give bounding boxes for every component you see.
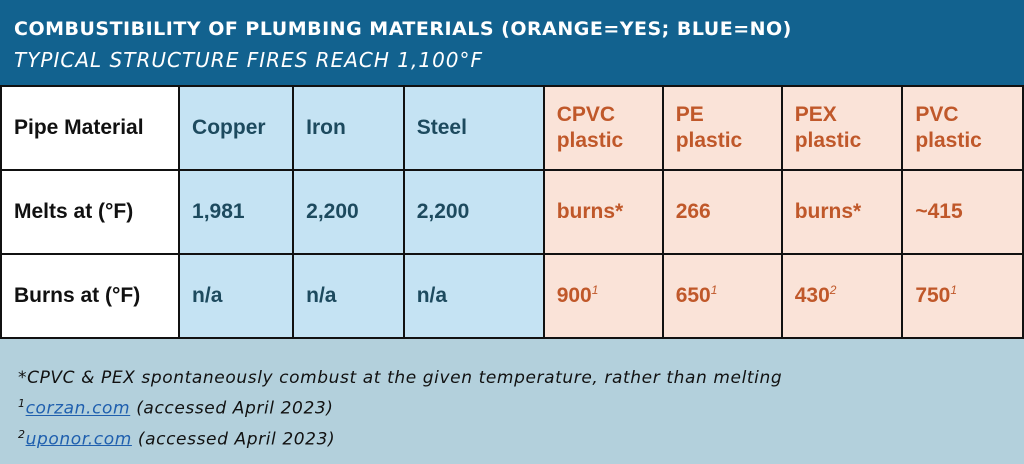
header-banner: COMBUSTIBILITY OF PLUMBING MATERIALS (OR… [0, 0, 1024, 85]
table-row-melts-at: Melts at (°F) 1,981 2,200 2,200 burns* 266 bu… [0, 169, 1024, 255]
material-name: CPVC [556, 102, 616, 126]
burns-at-cell: 6501 [661, 253, 783, 339]
row-label: Melts at (°F) [0, 169, 181, 255]
material-name: Iron [306, 115, 346, 139]
corzan-link[interactable]: corzan.com [25, 398, 131, 419]
footnote-text: (accessed April 2023) [131, 429, 336, 450]
melts-at-cell: 266 [661, 169, 783, 255]
burns-at-value: n/a [192, 283, 223, 307]
reference-superscript: 1 [591, 282, 599, 297]
reference-superscript: 2 [829, 282, 837, 297]
melts-at-cell: burns* [780, 169, 904, 255]
melts-at-cell: 2,200 [402, 169, 545, 255]
burns-at-value: 430 [794, 283, 830, 307]
material-header-cell: Iron [292, 85, 405, 171]
table-row-burns-at: Burns at (°F) n/a n/a n/a 9001 6501 4302 7501 [0, 253, 1024, 339]
burns-at-cell: n/a [178, 253, 295, 339]
footnotes: *CPVC & PEX spontaneously combust at the… [18, 366, 782, 452]
materials-table: Pipe Material Copper Iron Steel CPVC plastic… [0, 85, 1024, 339]
burns-at-cell: n/a [292, 253, 405, 339]
burns-at-value: 900 [556, 283, 592, 307]
melts-at-cell: burns* [542, 169, 664, 255]
material-name: PVC [915, 102, 959, 126]
material-header-cell: PEX plastic [780, 85, 904, 171]
footnote-text: (accessed April 2023) [130, 398, 334, 419]
row-label: Burns at (°F) [0, 253, 181, 339]
material-name: PE [675, 102, 704, 126]
reference-superscript: 1 [710, 282, 718, 297]
row-label: Pipe Material [0, 85, 181, 171]
uponor-link[interactable]: uponor.com [25, 429, 132, 450]
footnote-number: 2 [18, 427, 26, 441]
material-name: PEX [794, 102, 837, 126]
material-header-cell: Steel [402, 85, 545, 171]
burns-at-value: 750 [915, 283, 951, 307]
material-name-line2: plastic [675, 129, 743, 152]
burns-at-cell: 7501 [901, 253, 1024, 339]
burns-at-value: 650 [675, 283, 711, 307]
material-header-cell: PE plastic [661, 85, 783, 171]
burns-at-cell: 4302 [780, 253, 904, 339]
page-subtitle: TYPICAL STRUCTURE FIRES REACH 1,100°F [14, 48, 484, 72]
burns-at-value: n/a [306, 283, 337, 307]
reference-superscript: 1 [950, 282, 958, 297]
footnote-number: 1 [18, 397, 26, 410]
material-header-cell: PVC plastic [901, 85, 1024, 171]
footnote-2: 2uponor.com (accessed April 2023) [18, 422, 782, 453]
footnote-1: 1corzan.com (accessed April 2023) [18, 391, 782, 422]
material-name: Copper [192, 115, 266, 139]
melts-at-cell: 2,200 [292, 169, 405, 255]
page-title: COMBUSTIBILITY OF PLUMBING MATERIALS (OR… [14, 18, 792, 40]
melts-at-cell: 1,981 [178, 169, 295, 255]
material-header-cell: Copper [178, 85, 295, 171]
material-name-line2: plastic [556, 129, 624, 152]
burns-at-value: n/a [416, 283, 448, 307]
material-name: Steel [416, 115, 467, 139]
material-header-cell: CPVC plastic [542, 85, 664, 171]
material-name-line2: plastic [794, 129, 862, 152]
footnote-asterisk: *CPVC & PEX spontaneously combust at the… [18, 368, 783, 388]
table-row-pipe-material: Pipe Material Copper Iron Steel CPVC plastic… [0, 85, 1024, 171]
burns-at-cell: 9001 [542, 253, 664, 339]
melts-at-cell: ~415 [901, 169, 1024, 255]
material-name-line2: plastic [915, 129, 982, 152]
burns-at-cell: n/a [402, 253, 545, 339]
